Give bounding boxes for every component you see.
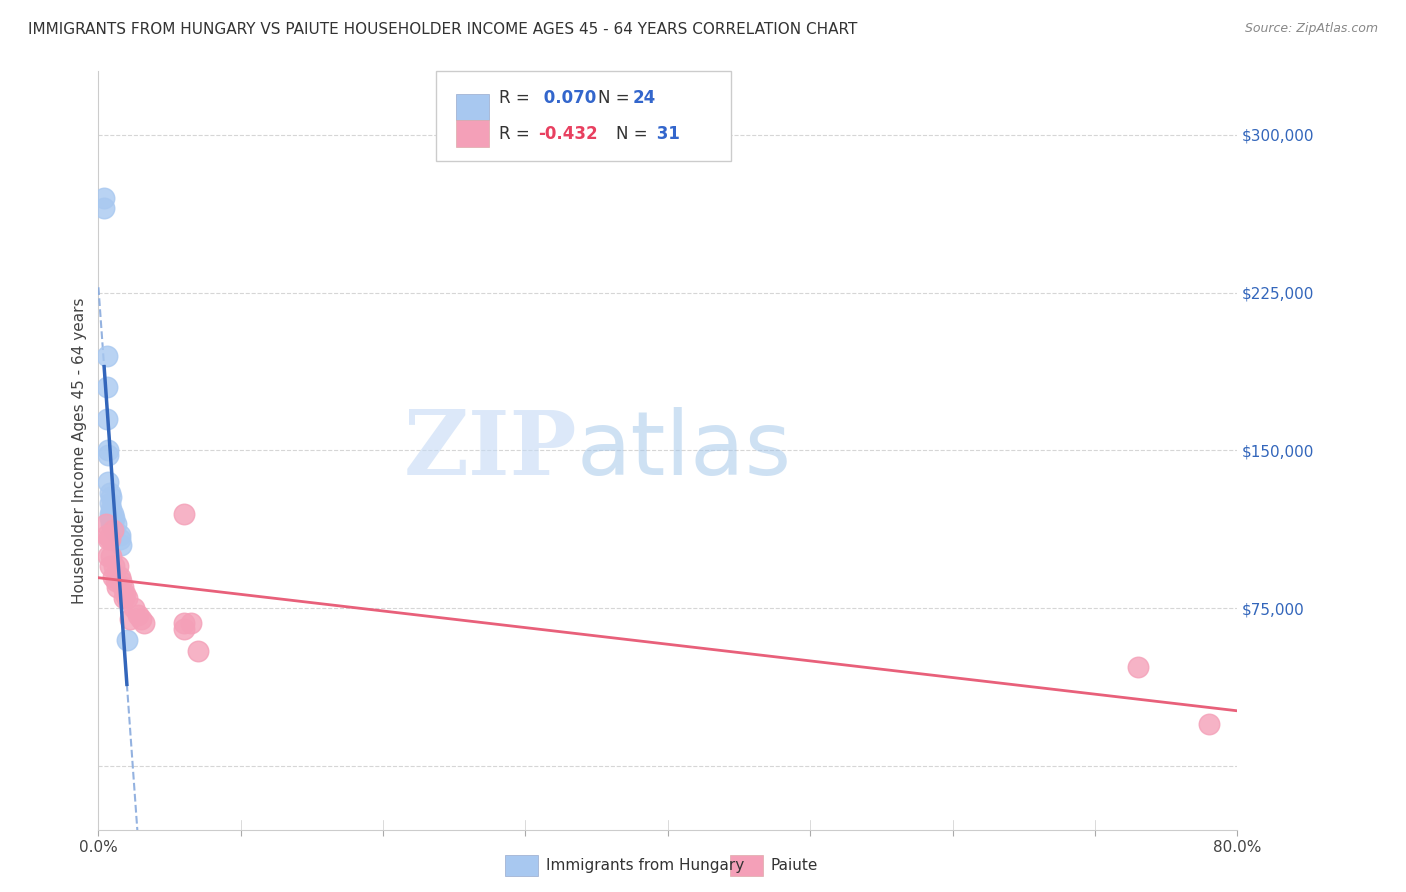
Point bbox=[98, 559, 121, 574]
Point bbox=[115, 633, 138, 648]
Point bbox=[100, 502, 122, 516]
Point bbox=[104, 517, 127, 532]
Point bbox=[96, 380, 118, 394]
Point bbox=[103, 524, 125, 538]
Text: -0.432: -0.432 bbox=[538, 125, 598, 143]
Point bbox=[97, 549, 120, 563]
Text: Immigrants from Hungary: Immigrants from Hungary bbox=[546, 858, 744, 872]
Point bbox=[112, 591, 135, 605]
Point bbox=[127, 607, 149, 622]
Text: Paiute: Paiute bbox=[770, 858, 818, 872]
Point bbox=[96, 527, 118, 541]
Point bbox=[108, 570, 131, 584]
Point bbox=[180, 616, 202, 631]
Point bbox=[1126, 660, 1149, 674]
Point bbox=[110, 574, 132, 588]
Text: 24: 24 bbox=[633, 89, 657, 107]
Text: atlas: atlas bbox=[576, 407, 792, 494]
Text: R =: R = bbox=[499, 125, 536, 143]
Point bbox=[98, 511, 121, 525]
Text: R =: R = bbox=[499, 89, 536, 107]
Point bbox=[104, 574, 127, 588]
Y-axis label: Householder Income Ages 45 - 64 years: Householder Income Ages 45 - 64 years bbox=[72, 297, 87, 604]
Point bbox=[110, 538, 132, 552]
Point bbox=[93, 201, 115, 215]
Point bbox=[100, 549, 122, 563]
Point bbox=[173, 623, 195, 637]
Point bbox=[100, 490, 122, 504]
Point bbox=[98, 507, 121, 521]
Text: 0.070: 0.070 bbox=[538, 89, 596, 107]
Point bbox=[173, 616, 195, 631]
Point bbox=[97, 532, 120, 546]
Point bbox=[108, 527, 131, 541]
Point bbox=[115, 591, 138, 605]
Point bbox=[98, 485, 121, 500]
Point bbox=[93, 191, 115, 205]
Point bbox=[108, 532, 131, 546]
Point bbox=[97, 448, 120, 462]
Point bbox=[103, 511, 125, 525]
Point bbox=[129, 612, 152, 626]
Point bbox=[173, 507, 195, 521]
Point bbox=[96, 412, 118, 426]
Point bbox=[101, 507, 124, 521]
Point bbox=[97, 475, 120, 489]
Point bbox=[1198, 717, 1220, 731]
Text: IMMIGRANTS FROM HUNGARY VS PAIUTE HOUSEHOLDER INCOME AGES 45 - 64 YEARS CORRELAT: IMMIGRANTS FROM HUNGARY VS PAIUTE HOUSEH… bbox=[28, 22, 858, 37]
Point bbox=[101, 570, 124, 584]
Text: Source: ZipAtlas.com: Source: ZipAtlas.com bbox=[1244, 22, 1378, 36]
Point bbox=[97, 443, 120, 458]
Point bbox=[107, 559, 129, 574]
Point bbox=[105, 580, 128, 594]
Point bbox=[114, 587, 136, 601]
Point bbox=[132, 616, 155, 631]
Point bbox=[111, 580, 134, 594]
Point bbox=[103, 559, 125, 574]
Point bbox=[98, 496, 121, 510]
Point bbox=[98, 532, 121, 546]
Point bbox=[118, 612, 141, 626]
Point bbox=[101, 524, 124, 538]
Point bbox=[122, 601, 145, 615]
Text: ZIP: ZIP bbox=[404, 407, 576, 494]
Point bbox=[94, 517, 117, 532]
Point bbox=[101, 517, 124, 532]
Point bbox=[100, 517, 122, 532]
Text: N =: N = bbox=[616, 125, 652, 143]
Text: N =: N = bbox=[598, 89, 634, 107]
Point bbox=[187, 643, 209, 657]
Text: 31: 31 bbox=[651, 125, 681, 143]
Point bbox=[96, 349, 118, 363]
